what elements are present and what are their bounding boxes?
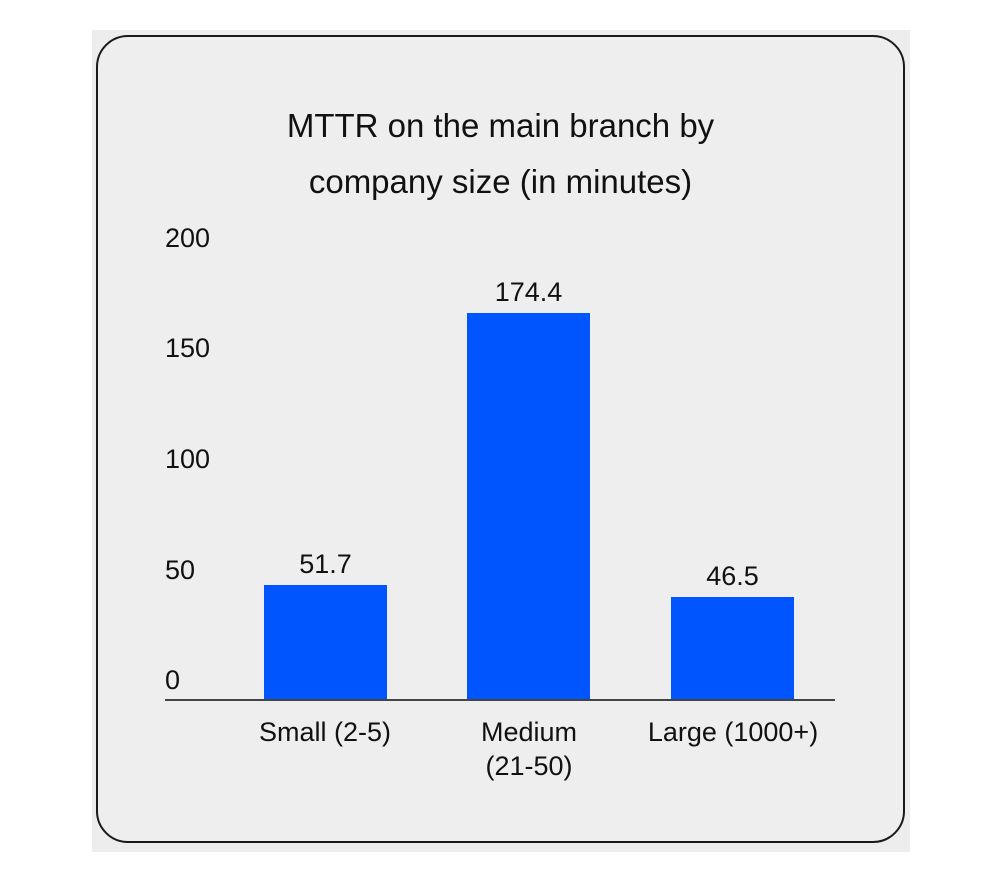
y-tick-200: 200: [165, 223, 211, 253]
bar-large: [671, 596, 794, 700]
value-label-large: 46.5: [706, 560, 759, 591]
y-tick-50: 50: [165, 555, 196, 585]
x-label-small-line-1: Small (2-5): [258, 717, 392, 747]
y-tick-150: 150: [165, 333, 211, 363]
x-axis-line: [165, 699, 835, 701]
bar-small: [264, 585, 387, 700]
bar-medium: [467, 312, 590, 700]
chart-title-line-2: company size (in minutes): [308, 163, 693, 200]
x-label-large: Large (1000+): [623, 715, 843, 749]
x-label-medium-line-1: Medium: [480, 717, 578, 747]
y-tick-0: 0: [165, 665, 181, 695]
x-label-large-line-1: Large (1000+): [647, 717, 819, 747]
x-label-medium-line-2: (21-50): [485, 751, 573, 781]
x-label-small: Small (2-5): [215, 715, 435, 749]
value-label-medium: 174.4: [494, 276, 563, 307]
x-label-medium: Medium (21-50): [419, 715, 639, 783]
value-label-small: 51.7: [299, 549, 352, 580]
chart-title: MTTR on the main branch by company size …: [96, 98, 905, 210]
chart-title-line-1: MTTR on the main branch by: [286, 107, 715, 144]
y-tick-100: 100: [165, 444, 211, 474]
